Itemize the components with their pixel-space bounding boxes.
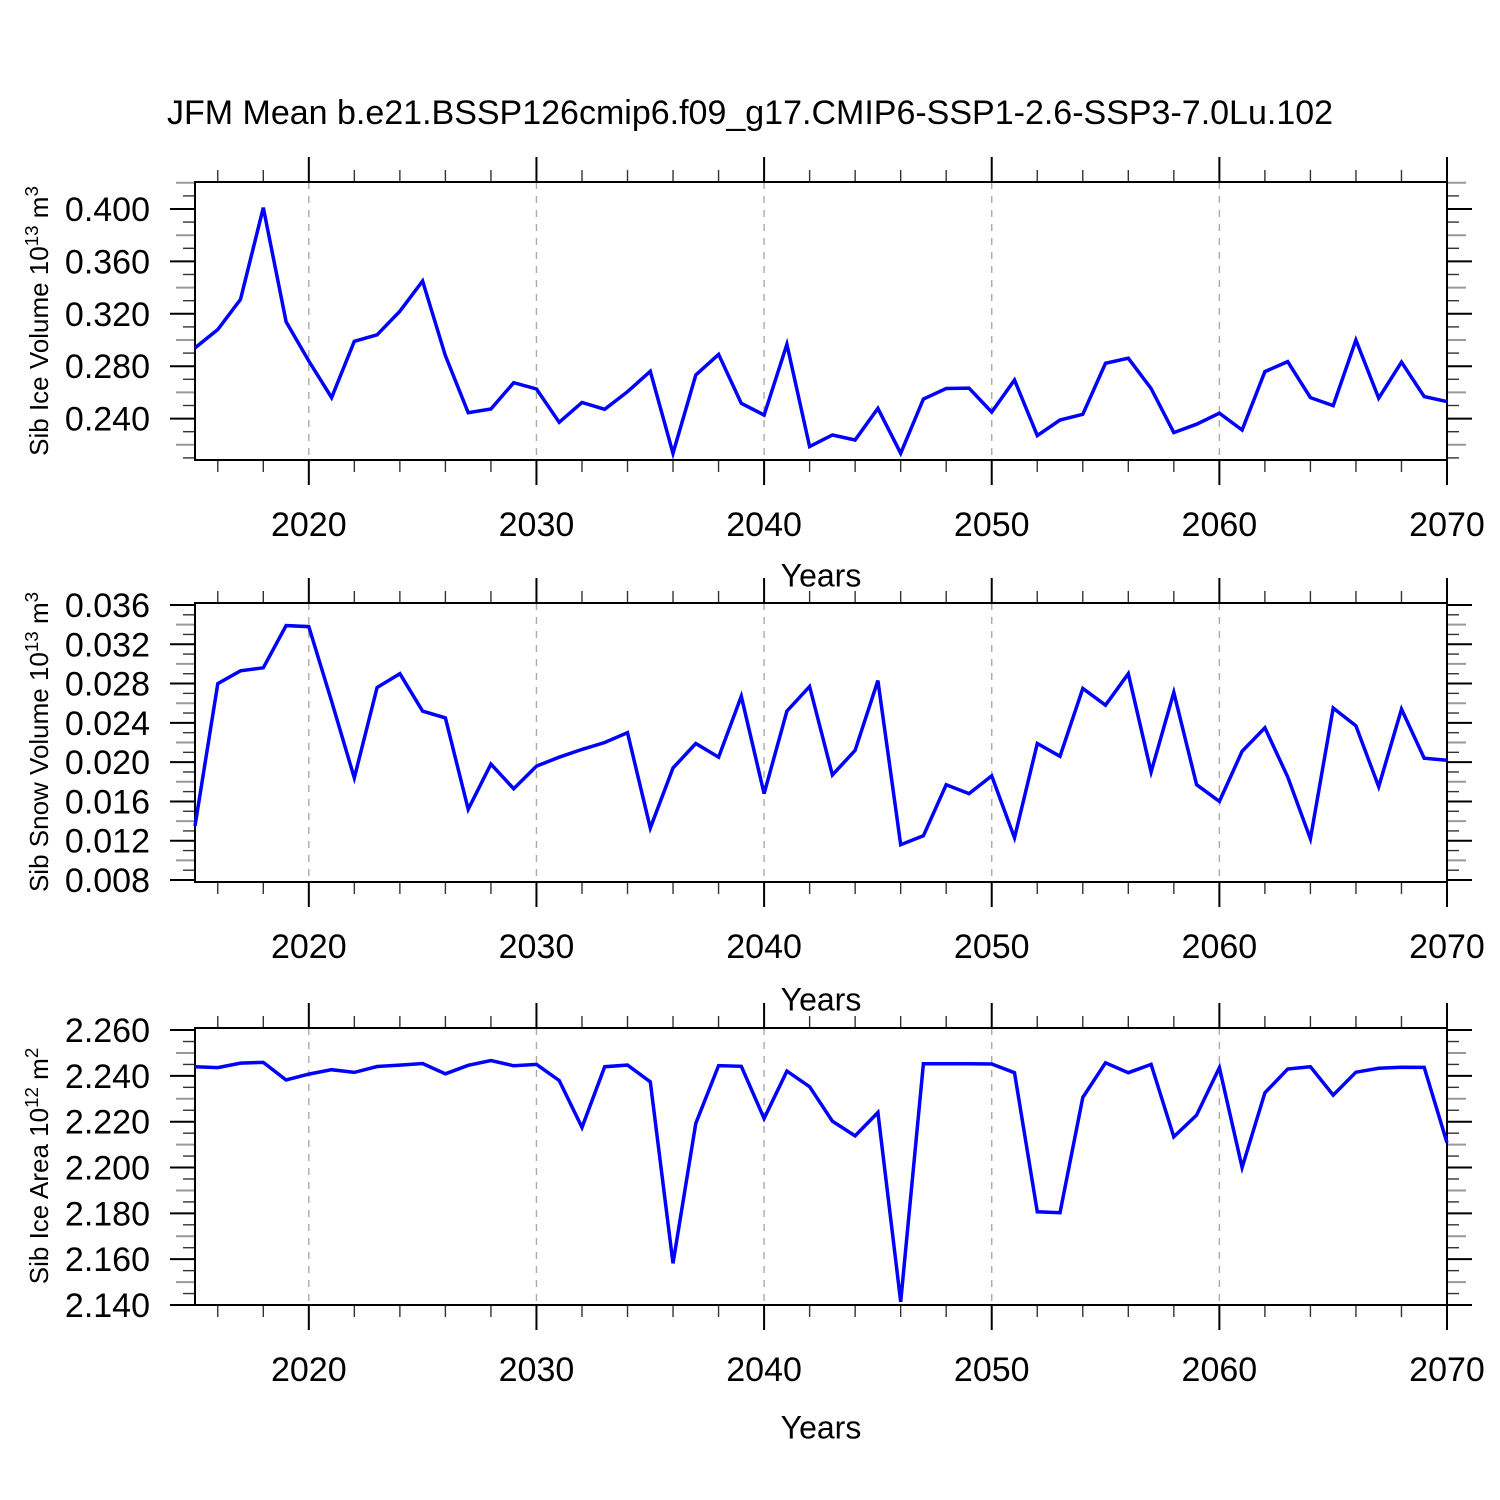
- y-tick-label: 0.036: [65, 587, 150, 625]
- y-tick-label: 0.400: [65, 191, 150, 229]
- label-text: m: [23, 602, 54, 625]
- superscript: 13: [21, 631, 43, 653]
- superscript: 13: [21, 225, 43, 247]
- x-tick-label: 2030: [499, 1351, 575, 1389]
- x-tick-label: 2060: [1182, 1351, 1258, 1389]
- y-tick-label: 0.028: [65, 666, 150, 704]
- x-axis-title-snow-volume: Years: [780, 981, 862, 1018]
- data-series-line: [193, 207, 1448, 460]
- x-tick-label: 2050: [954, 1351, 1030, 1389]
- x-tick-label: 2070: [1409, 1351, 1485, 1389]
- x-tick-label: 2060: [1182, 506, 1258, 544]
- x-tick-label: 2050: [954, 928, 1030, 966]
- label-text: Sib Ice Volume 10: [23, 246, 54, 456]
- x-tick-label: 2060: [1182, 928, 1258, 966]
- y-tick-label: 0.240: [65, 401, 150, 439]
- y-tick-label: 0.024: [65, 705, 150, 743]
- y-tick-label: 2.200: [65, 1150, 150, 1188]
- y-tick-label: 2.260: [65, 1012, 150, 1050]
- y-tick-label: 2.240: [65, 1058, 150, 1096]
- y-tick-label: 0.020: [65, 744, 150, 782]
- x-tick-label: 2040: [726, 1351, 802, 1389]
- y-axis-title-ice-volume: Sib Ice Volume 1013 m3: [21, 186, 55, 456]
- x-tick-label: 2020: [271, 928, 347, 966]
- y-tick-label: 0.016: [65, 783, 150, 821]
- superscript: 3: [21, 591, 43, 603]
- y-axis-title-ice-area: Sib Ice Area 1012 m2: [21, 1048, 55, 1284]
- figure-title: JFM Mean b.e21.BSSP126cmip6.f09_g17.CMIP…: [166, 94, 1334, 132]
- data-series-line: [194, 1058, 1449, 1303]
- panel-sib-snow-volume-m: 2020 2030 2040 2050 2060 20700.0080.0120.0160…: [65, 578, 1485, 966]
- y-axis-title-snow-volume: Sib Snow Volume 1013 m3: [21, 592, 55, 892]
- superscript: 3: [21, 186, 43, 197]
- x-tick-label: 2020: [271, 1351, 347, 1389]
- y-tick-label: 2.140: [65, 1287, 150, 1325]
- y-tick-label: 0.360: [65, 243, 150, 281]
- x-axis-title-ice-volume: Years: [780, 557, 862, 594]
- y-tick-label: 0.032: [65, 626, 150, 664]
- x-axis-title-ice-area: Years: [780, 1409, 862, 1446]
- superscript: 12: [21, 1087, 43, 1108]
- x-tick-label: 2020: [271, 506, 347, 544]
- x-tick-label: 2070: [1409, 928, 1485, 966]
- plot-frame: [194, 602, 1448, 883]
- y-tick-label: 0.320: [65, 296, 150, 334]
- y-tick-label: 2.160: [65, 1241, 150, 1279]
- y-tick-label: 0.280: [65, 348, 150, 386]
- superscript: 2: [21, 1047, 43, 1059]
- label-text: m: [23, 1058, 54, 1080]
- panel-sib-ice-area-m: 2020 2030 2040 2050 2060 2070 2.140 2.160 2.180 2…: [65, 1003, 1485, 1389]
- x-tick-label: 2030: [499, 506, 575, 544]
- plot-frame: [194, 1027, 1448, 1306]
- label-text: Sib Ice Area 10: [23, 1107, 54, 1285]
- x-tick-label: 2070: [1409, 506, 1485, 544]
- y-tick-label: 2.180: [65, 1195, 150, 1233]
- x-tick-label: 2030: [499, 928, 575, 966]
- y-tick-label: 0.008: [65, 862, 150, 900]
- label-text: Sib Snow Volume 10: [23, 652, 54, 893]
- data-series-line: [193, 623, 1448, 848]
- plot-frame: [194, 181, 1448, 461]
- y-tick-label: 0.012: [65, 823, 150, 861]
- panel-sib-ice-volume-m: 2020 2030 2040 2050 2060 2070 0.240 0.280 0.320 0…: [65, 157, 1485, 544]
- x-tick-label: 2040: [726, 928, 802, 966]
- x-tick-label: 2040: [726, 506, 802, 544]
- label-text: m: [23, 196, 54, 219]
- x-tick-label: 2050: [954, 506, 1030, 544]
- y-tick-label: 2.220: [65, 1104, 150, 1142]
